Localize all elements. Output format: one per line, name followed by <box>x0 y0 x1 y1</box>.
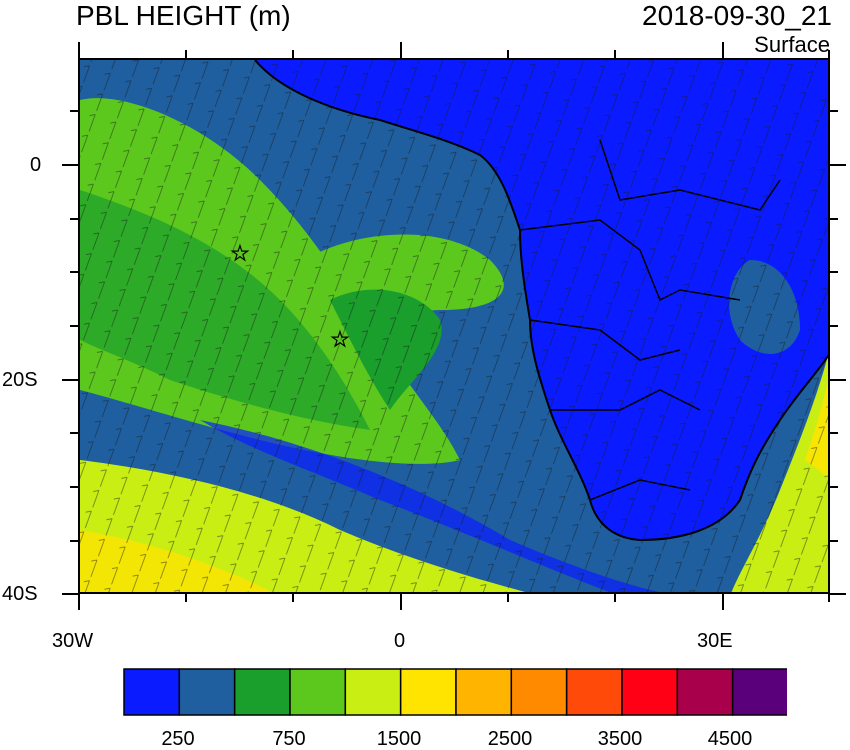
pbl-field-map: ★ ★ <box>80 60 828 592</box>
colorbar-swatch <box>344 668 402 716</box>
colorbar-swatch <box>621 668 679 716</box>
colorbar-swatch <box>123 668 181 716</box>
coastline <box>254 60 828 542</box>
lat-label-0: 0 <box>30 154 42 176</box>
colorbar-swatch <box>399 668 457 716</box>
colorbar-swatch <box>510 668 568 716</box>
colorbar-swatch <box>289 668 347 716</box>
lon-label-30e: 30E <box>697 630 733 652</box>
lon-label-0: 0 <box>394 630 406 652</box>
lat-label-20s: 20S <box>2 369 38 391</box>
wind-barbs-overlay <box>80 60 828 592</box>
colorbar-label: 2500 <box>487 728 533 750</box>
colorbar-label: 3500 <box>597 728 643 750</box>
star-marker-icon: ★ <box>331 329 349 351</box>
colorbar-swatch <box>676 668 734 716</box>
lat-label-40s: 40S <box>2 583 38 605</box>
colorbar-swatch <box>565 668 623 716</box>
valid-time: 2018-09-30_21 <box>642 0 832 31</box>
lon-label-30w: 30W <box>52 630 94 652</box>
map-panel: ★ ★ <box>78 58 830 594</box>
colorbar-label: 4500 <box>707 728 753 750</box>
country-borders <box>519 139 781 501</box>
colorbar <box>123 668 787 716</box>
colorbar-label: 750 <box>272 728 306 750</box>
colorbar-swatch <box>455 668 513 716</box>
colorbar-label: 1500 <box>376 728 422 750</box>
colorbar-swatch <box>233 668 291 716</box>
colorbar-swatch <box>178 668 236 716</box>
colorbar-swatch <box>731 668 787 716</box>
colorbar-label: 250 <box>161 728 195 750</box>
level-label: Surface <box>754 32 830 57</box>
plot-title: PBL HEIGHT (m) <box>76 0 291 31</box>
star-marker-icon: ★ <box>231 243 249 265</box>
